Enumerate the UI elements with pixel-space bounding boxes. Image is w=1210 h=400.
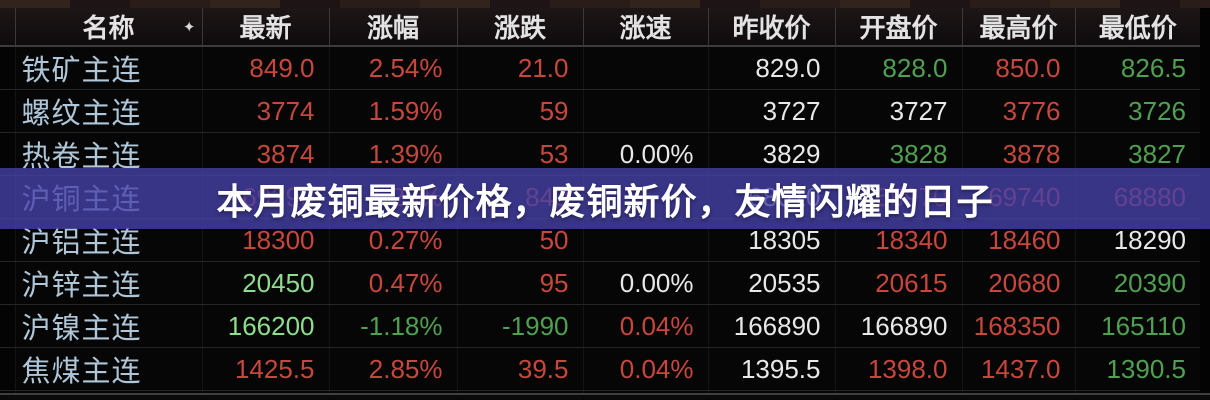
column-header-last[interactable]: 最新 [201,8,329,47]
cell-low: 165110 [1074,304,1200,348]
cell-speed: 0.04% [582,347,708,391]
row-name: 沪锌主连 [14,261,202,305]
header-gutter [0,8,15,47]
table-header-row: 名称 ✦ 最新 涨幅 涨跌 涨速 昨收价 开盘价 最高价 最低价 [0,8,1200,47]
cell-last: 849.0 [201,46,329,90]
cell-change-pct: 2.85% [328,347,457,391]
table-row[interactable]: 沪镍主连 166200 -1.18% -1990 0.04% 166890 16… [0,304,1200,348]
column-header-high[interactable]: 最高价 [961,8,1075,47]
cell-last: 1425.5 [201,347,329,391]
cell-low: 20390 [1074,261,1200,305]
column-header-change[interactable]: 涨跌 [456,8,583,47]
cell-open: 828.0 [834,46,962,90]
cell-prev-close: 20535 [707,261,835,305]
cell-prev-close: 829.0 [707,46,835,90]
cell-change-pct: 1.59% [328,89,457,133]
column-header-change-pct[interactable]: 涨幅 [328,8,457,47]
cell-change-pct: 2.54% [328,46,457,90]
row-gutter [0,132,15,176]
sort-icon[interactable]: ✦ [182,18,196,36]
row-gutter [0,218,15,262]
ad-banner-overlay: 本月废铜最新价格，废铜新价，友情闪耀的日子 [0,168,1210,229]
table-row[interactable]: 螺纹主连 3774 1.59% 59 3727 3727 3776 3726 [0,89,1200,133]
cell-speed: 0.04% [582,304,708,348]
cell-change: 39.5 [456,347,583,391]
column-header-open[interactable]: 开盘价 [834,8,962,47]
table-row[interactable]: 铁矿主连 849.0 2.54% 21.0 829.0 828.0 850.0 … [0,46,1200,90]
cell-change-pct: 0.47% [328,261,457,305]
cell-last: 20450 [201,261,329,305]
table-row[interactable]: 沪锌主连 20450 0.47% 95 0.00% 20535 20615 20… [0,261,1200,305]
cell-last: 166200 [201,304,329,348]
row-gutter [0,347,15,391]
row-name: 沪镍主连 [14,304,202,348]
cell-low: 1390.5 [1074,347,1200,391]
cell-high: 850.0 [961,46,1075,90]
cell-high: 20680 [961,261,1075,305]
cell-open: 1398.0 [834,347,962,391]
cell-prev-close: 1395.5 [707,347,835,391]
column-header-name-label: 名称 [82,13,135,43]
cell-open: 166890 [834,304,962,348]
cell-open: 3727 [834,89,962,133]
window-bottom-strip [0,393,1210,400]
row-gutter [0,261,15,305]
cell-change-pct: -1.18% [328,304,457,348]
column-header-name[interactable]: 名称 ✦ [14,8,202,47]
row-gutter [0,304,15,348]
table-row[interactable]: 焦煤主连 1425.5 2.85% 39.5 0.04% 1395.5 1398… [0,347,1200,391]
row-gutter [0,46,15,90]
cell-speed [582,46,708,90]
cell-change: -1990 [456,304,583,348]
row-name: 螺纹主连 [14,89,202,133]
cell-speed [582,89,708,133]
cell-last: 3774 [201,89,329,133]
cell-change: 59 [456,89,583,133]
cell-open: 20615 [834,261,962,305]
cell-change: 21.0 [456,46,583,90]
row-gutter [0,89,15,133]
column-header-low[interactable]: 最低价 [1074,8,1200,47]
cell-high: 1437.0 [961,347,1075,391]
cell-speed: 0.00% [582,261,708,305]
cell-prev-close: 3727 [707,89,835,133]
cell-change: 95 [456,261,583,305]
cell-low: 3726 [1074,89,1200,133]
cell-prev-close: 166890 [707,304,835,348]
cell-low: 826.5 [1074,46,1200,90]
cell-high: 3776 [961,89,1075,133]
ad-banner-text: 本月废铜最新价格，废铜新价，友情闪耀的日子 [216,181,994,223]
cell-high: 168350 [961,304,1075,348]
row-name: 铁矿主连 [14,46,202,90]
column-header-prev-close[interactable]: 昨收价 [707,8,835,47]
row-name: 焦煤主连 [14,347,202,391]
column-header-speed[interactable]: 涨速 [582,8,708,47]
